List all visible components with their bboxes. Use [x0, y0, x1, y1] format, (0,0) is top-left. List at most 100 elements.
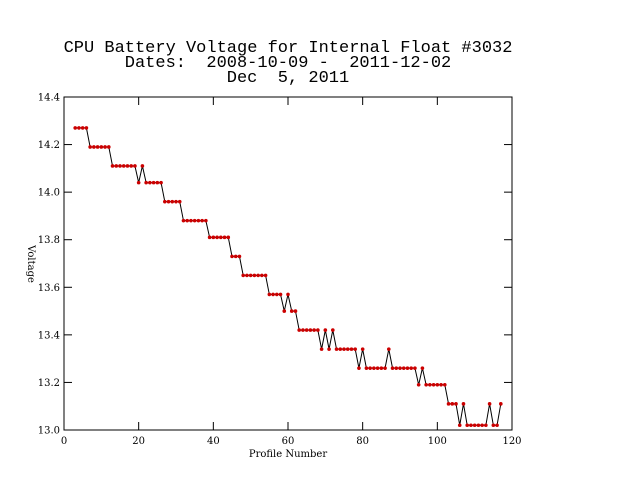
data-point: [230, 254, 234, 259]
data-point: [469, 423, 473, 428]
x-tick-label: 0: [61, 436, 67, 447]
data-point: [233, 254, 238, 259]
data-point: [398, 366, 402, 370]
data-point: [174, 199, 178, 204]
data-point: [196, 218, 201, 223]
data-point: [443, 383, 447, 387]
data-point: [129, 164, 133, 168]
title-line: Dec 5, 2011: [227, 69, 349, 88]
data-point: [495, 423, 499, 428]
x-tick-label: 100: [428, 436, 447, 447]
data-point: [379, 366, 384, 370]
data-point: [204, 218, 208, 223]
data-point: [316, 328, 320, 332]
data-point: [312, 328, 316, 332]
data-point: [189, 218, 193, 223]
y-tick-label: 14.2: [38, 140, 60, 151]
x-axis-label: Profile Number: [249, 449, 327, 460]
data-point: [484, 423, 488, 428]
data-point: [136, 180, 141, 185]
data-point: [416, 383, 421, 387]
data-point: [219, 235, 223, 240]
data-point: [476, 423, 481, 428]
data-point: [450, 402, 455, 406]
y-tick-label: 13.0: [38, 426, 60, 437]
data-point: [237, 254, 242, 259]
data-point: [170, 199, 175, 204]
data-point: [297, 328, 302, 332]
data-point: [331, 328, 335, 332]
data-point: [226, 235, 231, 240]
data-point: [177, 199, 182, 204]
data-point: [286, 292, 290, 297]
x-tick-label: 120: [502, 436, 521, 447]
data-point: [349, 347, 354, 351]
y-tick-label: 13.4: [38, 330, 60, 341]
data-point: [360, 347, 365, 351]
data-point: [263, 273, 268, 278]
data-point: [413, 366, 417, 370]
data-point: [278, 292, 283, 297]
data-point: [342, 347, 346, 351]
title-line: CPU Battery Voltage for Internal Float #…: [64, 39, 513, 58]
data-point: [372, 366, 376, 370]
data-point: [480, 423, 484, 428]
data-point: [99, 145, 104, 149]
data-point: [107, 145, 111, 149]
data-point: [103, 145, 107, 149]
data-point: [252, 273, 257, 278]
data-point: [338, 347, 343, 351]
data-point: [289, 309, 294, 313]
data-point: [95, 145, 100, 149]
data-point: [357, 366, 361, 370]
data-point: [301, 328, 305, 332]
data-point: [241, 273, 245, 278]
data-point: [461, 402, 466, 406]
data-point: [118, 164, 122, 168]
data-point: [499, 402, 503, 406]
data-point: [215, 235, 219, 240]
y-tick-label: 13.8: [38, 235, 60, 246]
x-tick-label: 20: [132, 436, 145, 447]
data-point: [166, 199, 171, 204]
data-point: [148, 180, 152, 185]
data-point: [390, 366, 395, 370]
data-point: [92, 145, 96, 149]
data-point: [454, 402, 458, 406]
data-point: [275, 292, 279, 297]
data-point: [405, 366, 410, 370]
data-point: [323, 328, 328, 332]
data-point: [282, 309, 287, 313]
data-point: [121, 164, 126, 168]
data-point: [222, 235, 227, 240]
data-point: [431, 383, 436, 387]
data-point: [439, 383, 443, 387]
data-point: [435, 383, 440, 387]
data-point: [133, 164, 137, 168]
data-point: [125, 164, 130, 168]
data-point: [88, 145, 92, 149]
data-point: [375, 366, 380, 370]
data-point: [110, 164, 115, 168]
data-point: [472, 423, 477, 428]
data-point: [428, 383, 432, 387]
data-point: [80, 126, 85, 130]
data-point: [491, 423, 496, 428]
data-point: [144, 180, 148, 185]
data-point: [200, 218, 204, 223]
y-axis-label: Voltage: [25, 244, 36, 283]
data-point: [345, 347, 350, 351]
data-point: [271, 292, 275, 297]
data-point: [420, 366, 425, 370]
data-point: [155, 180, 160, 185]
y-tick-label: 14.4: [38, 93, 60, 104]
data-point: [383, 366, 387, 370]
data-point: [207, 235, 212, 240]
data-point: [140, 164, 145, 168]
data-point: [424, 383, 428, 387]
data-point: [401, 366, 406, 370]
y-tick-label: 13.6: [38, 283, 60, 294]
data-point: [368, 366, 372, 370]
